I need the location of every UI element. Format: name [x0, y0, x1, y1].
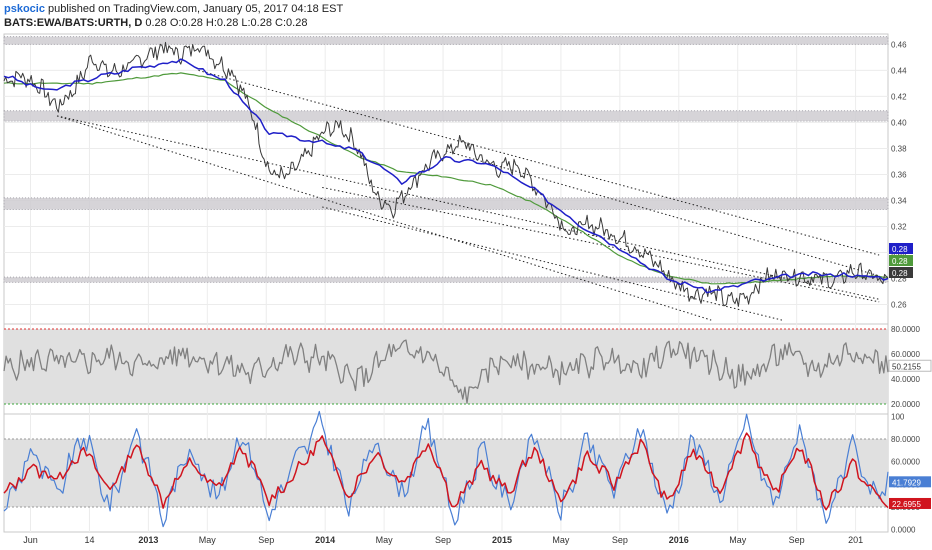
resistance-zone-3: [3, 276, 889, 283]
stoch-k-last-label: 41.7929: [892, 478, 921, 487]
price-y-tick: 0.26: [891, 300, 907, 309]
stoch-y-tick: 80.0000: [891, 435, 920, 444]
resistance-zone-1: [3, 110, 889, 122]
stoch-y-tick: 60.0000: [891, 458, 920, 467]
price-y-tick: 0.36: [891, 170, 907, 179]
x-tick-label: Sep: [612, 535, 628, 545]
price-y-tick: 0.44: [891, 66, 907, 75]
rsi-last-label: 50.2155: [892, 362, 921, 371]
x-tick-label: Sep: [258, 535, 274, 545]
ma-fast-last-label-bg: [889, 243, 913, 254]
price-y-tick: 0.46: [891, 40, 907, 49]
x-tick-label: 14: [84, 535, 94, 545]
x-tick-label: 201: [848, 535, 863, 545]
x-tick-label: May: [199, 535, 217, 545]
x-tick-label: 2014: [315, 535, 335, 545]
stoch-d-last-bg: [889, 497, 931, 509]
x-tick-label: Jun: [23, 535, 38, 545]
channel-line-0: [56, 115, 880, 300]
ohlc-values: 0.28 O:0.28 H:0.28 L:0.28 C:0.28: [145, 17, 308, 29]
price-y-tick: 0.40: [891, 118, 907, 127]
ma-slow-line: [3, 72, 889, 285]
resistance-zone-2: [3, 197, 889, 211]
rsi-y-tick: 60.0000: [891, 350, 920, 359]
stoch-y-tick: 0.0000: [891, 526, 916, 535]
stoch-d-last-label: 22.6955: [892, 500, 921, 509]
price-line: [3, 41, 889, 307]
x-tick-label: 2016: [669, 535, 689, 545]
symbol-label: BATS:EWA/BATS:URTH, D: [4, 17, 143, 29]
stoch-band-fill: [4, 438, 888, 508]
rsi-last-bg: [888, 359, 932, 372]
x-tick-label: 2013: [138, 535, 158, 545]
ma-slow-last-label: 0.28: [892, 257, 908, 266]
channel-line-4: [322, 186, 880, 303]
price-panel-bg: [3, 33, 889, 325]
ma-fast-line: [3, 58, 889, 294]
ma-slow-last-label-bg: [889, 255, 913, 266]
stoch-k-line: [3, 410, 889, 528]
rsi-line: [3, 339, 889, 404]
author-link[interactable]: pskocic: [4, 3, 45, 15]
price-y-tick: 0.28: [891, 274, 907, 283]
stoch-k-last-bg: [889, 476, 931, 488]
x-tick-label: May: [376, 535, 394, 545]
channel-line-5: [445, 150, 880, 277]
x-tick-label: Sep: [435, 535, 451, 545]
price-y-tick: 0.42: [891, 92, 907, 101]
price-y-tick: 0.38: [891, 144, 907, 153]
resistance-zone-0: [3, 36, 889, 45]
x-tick-label: May: [729, 535, 747, 545]
price-y-tick: 0.32: [891, 222, 907, 231]
published-text: published on TradingView.com, January 05…: [48, 3, 344, 15]
channel-line-3: [322, 206, 783, 321]
symbol-info: BATS:EWA/BATS:URTH, D 0.28 O:0.28 H:0.28…: [4, 17, 307, 29]
x-tick-label: May: [552, 535, 570, 545]
rsi-y-tick: 80.0000: [891, 325, 920, 334]
ma-fast-last-label: 0.28: [892, 245, 908, 254]
price-last-label-bg: [889, 267, 913, 278]
channel-line-2: [198, 69, 880, 256]
x-tick-label: Sep: [789, 535, 805, 545]
publish-info: pskocic published on TradingView.com, Ja…: [4, 3, 343, 15]
price-y-tick: 0.34: [891, 196, 907, 205]
price-last-label: 0.28: [892, 269, 908, 278]
stoch-d-line: [3, 432, 889, 511]
x-tick-label: 2015: [492, 535, 512, 545]
rsi-y-tick: 40.0000: [891, 375, 920, 384]
stoch-y-tick: 100: [891, 412, 905, 421]
rsi-y-tick: 20.0000: [891, 400, 920, 409]
